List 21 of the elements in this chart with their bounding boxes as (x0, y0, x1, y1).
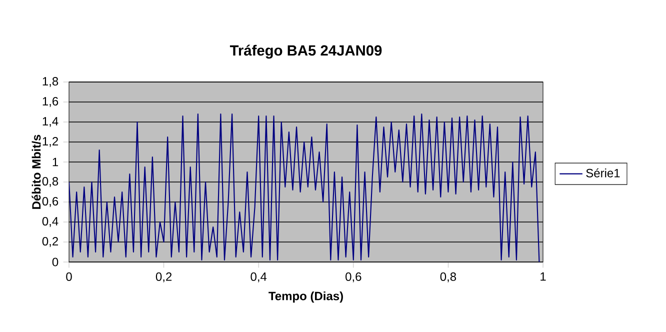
y-tick-label: 1,6 (42, 97, 58, 107)
y-tick-label: 1 (52, 158, 58, 166)
x-tick-label: 0,6 (346, 272, 362, 282)
legend-label: Série1 (586, 168, 620, 178)
x-tick-label: 0 (66, 272, 72, 281)
y-axis-title: Débito Mbit/s (32, 134, 41, 209)
y-tick-label: 0 (52, 258, 58, 266)
x-axis-title: Tempo (Dias) (268, 291, 343, 303)
y-tick-label: 0,6 (42, 197, 58, 207)
x-tick-label: 1 (540, 272, 546, 281)
y-tick-label: 0,4 (42, 217, 58, 227)
chart-title: Tráfego BA5 24JAN09 (230, 44, 382, 59)
x-tick-label: 0,2 (156, 272, 172, 282)
y-tick-label: 1,4 (42, 117, 58, 127)
y-tick-label: 1,8 (42, 77, 58, 87)
x-tick-label: 0,4 (250, 272, 267, 282)
y-tick-label: 0,2 (42, 237, 58, 247)
y-tick-label: 0,8 (42, 177, 58, 187)
y-tick-label: 1,2 (42, 137, 58, 147)
x-tick-label: 0,8 (440, 272, 456, 282)
line-series (69, 113, 540, 262)
